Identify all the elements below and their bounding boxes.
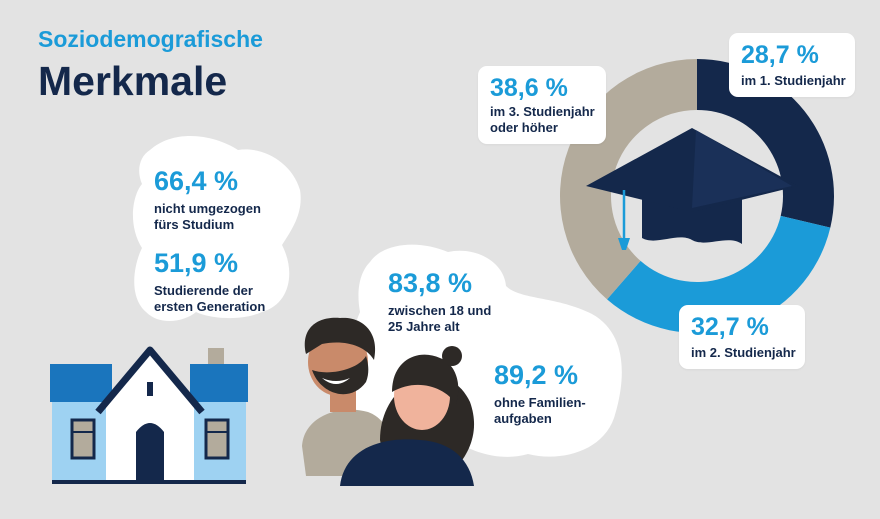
stat-label-line2: fürs Studium	[154, 217, 235, 232]
stat-age-18-25: 83,8 % zwischen 18 und 25 Jahre alt	[388, 268, 491, 335]
stat-no-family-duties: 89,2 % ohne Familien- aufgaben	[494, 360, 586, 427]
donut-value: 28,7 %	[741, 41, 819, 69]
stat-label-line1: zwischen 18 und	[388, 303, 492, 318]
house-speech-cloud	[132, 136, 301, 322]
stat-label-line2: aufgaben	[494, 411, 552, 426]
stat-value: 89,2 %	[494, 360, 579, 390]
donut-label-year1: 28,7 % im 1. Studienjahr	[729, 33, 855, 97]
donut-label-line1: im 3. Studienjahr	[490, 104, 595, 119]
stat-value: 83,8 %	[388, 268, 473, 298]
graduation-cap-icon	[586, 128, 798, 250]
stat-value: 66,4 %	[154, 166, 239, 196]
stat-label-line1: nicht umgezogen	[154, 201, 261, 216]
page-subtitle: Soziodemografische	[38, 26, 263, 52]
donut-segment-2	[607, 215, 831, 333]
stat-label-line2: 25 Jahre alt	[388, 319, 460, 334]
students-illustration	[302, 317, 475, 486]
stat-not-moved: 66,4 % nicht umgezogen fürs Studium	[154, 166, 261, 233]
donut-label-year2: 32,7 % im 2. Studienjahr	[679, 305, 805, 369]
donut-label: im 2. Studienjahr	[691, 345, 796, 360]
stat-value: 51,9 %	[154, 248, 239, 278]
donut-value: 32,7 %	[691, 313, 769, 341]
donut-label: im 1. Studienjahr	[741, 73, 846, 88]
donut-value: 38,6 %	[490, 74, 568, 102]
donut-label-line2: oder höher	[490, 120, 558, 135]
stat-first-generation: 51,9 % Studierende der ersten Generation	[154, 248, 265, 315]
stat-label-line2: ersten Generation	[154, 299, 266, 314]
page-title: Merkmale	[38, 58, 228, 104]
stat-label-line1: Studierende der	[154, 283, 253, 298]
donut-label-year3: 38,6 % im 3. Studienjahr oder höher	[478, 66, 606, 144]
stat-label-line1: ohne Familien-	[494, 395, 586, 410]
donut-segment-1	[697, 59, 835, 228]
house-icon	[50, 346, 248, 484]
